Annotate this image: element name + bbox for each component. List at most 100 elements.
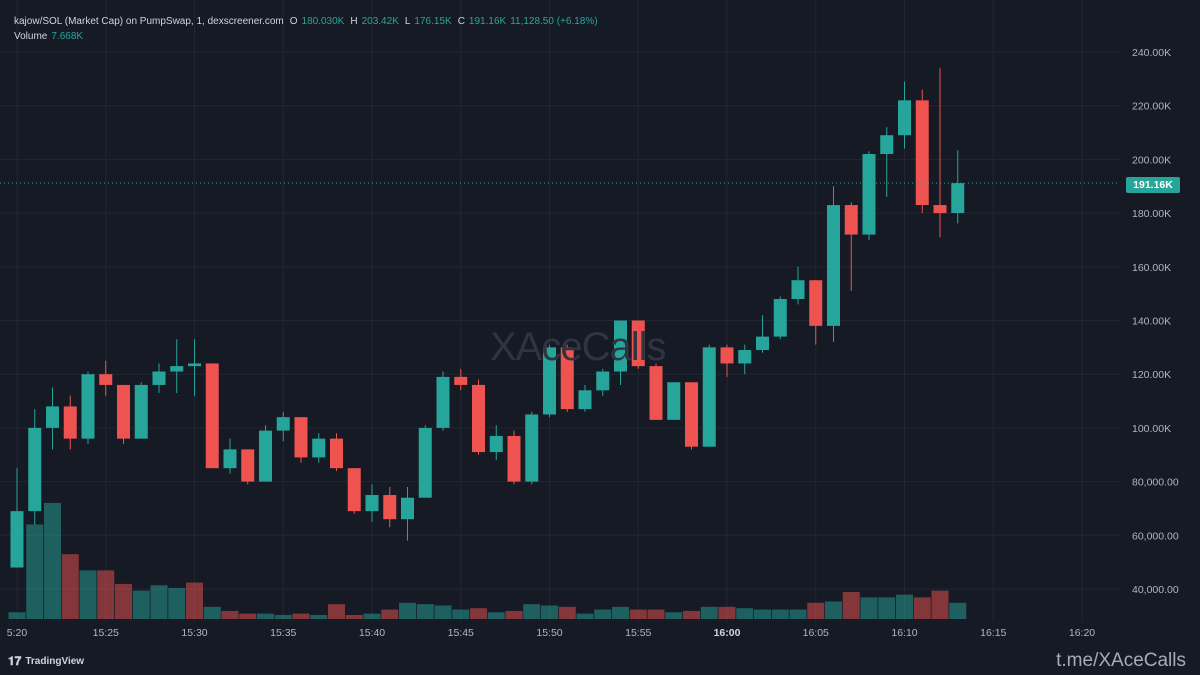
candle-body <box>205 363 219 469</box>
candle-body <box>667 382 681 420</box>
volume-bar <box>541 605 558 619</box>
candle-body <box>880 135 894 155</box>
candle <box>738 344 752 375</box>
close-key: C <box>457 16 465 27</box>
candle <box>188 339 201 396</box>
candle-body <box>312 438 326 458</box>
candle-body <box>383 495 397 520</box>
candle <box>578 384 592 412</box>
candle <box>756 315 769 353</box>
candle-body <box>81 374 95 439</box>
price-tick-label: 180.00K <box>1132 208 1171 220</box>
candle-body <box>152 371 166 385</box>
volume-bar <box>203 606 221 619</box>
volume-bar <box>913 597 931 619</box>
time-tick-label: 5:20 <box>7 627 28 639</box>
candle <box>898 81 911 149</box>
volume-bar <box>896 594 913 619</box>
candle-body <box>720 347 734 364</box>
volume-bar <box>487 612 505 619</box>
candle-body <box>63 406 77 439</box>
chart-panel[interactable]: 240.00K 220.00K 200.00K 180.00K 160.00K 140.0… <box>0 0 1200 648</box>
low-value: 176.15K <box>414 16 452 27</box>
volume-bar <box>61 554 79 619</box>
price-axis: 240.00K 220.00K 200.00K 180.00K 160.00K 140.0… <box>1132 47 1179 596</box>
candle <box>880 127 894 197</box>
candle-body <box>773 299 787 337</box>
candle <box>347 468 361 514</box>
candle <box>649 363 663 420</box>
candle <box>915 89 929 214</box>
candle-body <box>933 205 947 214</box>
volume-bar <box>825 601 842 619</box>
volume-bars <box>8 502 967 619</box>
telegram-link[interactable]: t.me/XAceCalls <box>1056 650 1186 671</box>
volume-bar <box>718 606 736 619</box>
candle <box>933 68 947 238</box>
candle-body <box>134 384 148 439</box>
volume-bar <box>8 612 26 619</box>
volume-bar <box>789 609 807 619</box>
candle <box>46 387 59 450</box>
candle <box>543 344 556 418</box>
time-tick-label: 15:30 <box>181 627 207 639</box>
footer: 𝟏𝟕 TradingView t.me/XAceCalls <box>0 648 1200 675</box>
time-tick-label: 16:20 <box>1069 627 1095 639</box>
volume-bar <box>150 585 168 619</box>
candle <box>241 449 255 485</box>
candle-body <box>472 384 485 453</box>
candle <box>685 382 698 450</box>
candle-body <box>791 280 805 300</box>
time-tick-label: 15:55 <box>625 627 651 639</box>
candle <box>631 320 645 369</box>
volume-bar <box>505 610 523 619</box>
candle-body <box>347 468 361 512</box>
volume-bar <box>736 608 754 619</box>
volume-bar <box>771 609 789 619</box>
candlestick-chart[interactable]: 240.00K 220.00K 200.00K 180.00K 160.00K 140.0… <box>0 0 1200 648</box>
candle <box>383 486 397 528</box>
candle-body <box>241 449 255 482</box>
candle <box>134 382 148 439</box>
candle <box>596 368 610 396</box>
candle <box>81 371 95 445</box>
candle <box>560 344 574 412</box>
candle-body <box>809 280 823 326</box>
volume-bar <box>186 582 203 619</box>
candle <box>951 150 965 224</box>
candle <box>436 371 450 431</box>
candle <box>259 425 272 482</box>
candle-body <box>330 438 343 469</box>
volume-bar <box>132 590 150 619</box>
price-tick-label: 200.00K <box>1132 154 1171 166</box>
candle <box>472 379 485 455</box>
volume-bar <box>44 502 61 619</box>
volume-bar <box>878 597 896 619</box>
candle <box>791 266 805 305</box>
price-tick-label: 100.00K <box>1132 423 1171 435</box>
candle <box>117 384 130 445</box>
candle-body <box>560 347 574 410</box>
volume-bar <box>842 592 860 619</box>
candle-body <box>702 347 716 447</box>
candle <box>862 151 876 240</box>
candle-body <box>28 427 42 512</box>
volume-bar <box>612 606 629 619</box>
candle <box>702 344 716 447</box>
candle <box>773 296 787 340</box>
pair-title: kajow/SOL (Market Cap) on PumpSwap, 1, d… <box>14 16 284 27</box>
candle-body <box>454 376 468 385</box>
candle <box>152 363 166 393</box>
candle-body <box>685 382 698 447</box>
close-value: 191.16K <box>468 16 507 27</box>
volume-bar <box>274 614 292 619</box>
price-tick-label: 240.00K <box>1132 47 1171 59</box>
time-tick-label: 16:05 <box>803 627 829 639</box>
price-tick-label: 60,000.00 <box>1132 530 1179 542</box>
volume-bar <box>115 583 132 619</box>
tradingview-logo[interactable]: 𝟏𝟕 TradingView <box>8 654 84 669</box>
open-key: O <box>289 16 298 27</box>
candle-body <box>915 100 929 206</box>
price-tick-label: 80,000.00 <box>1132 477 1179 489</box>
candle <box>489 425 503 461</box>
